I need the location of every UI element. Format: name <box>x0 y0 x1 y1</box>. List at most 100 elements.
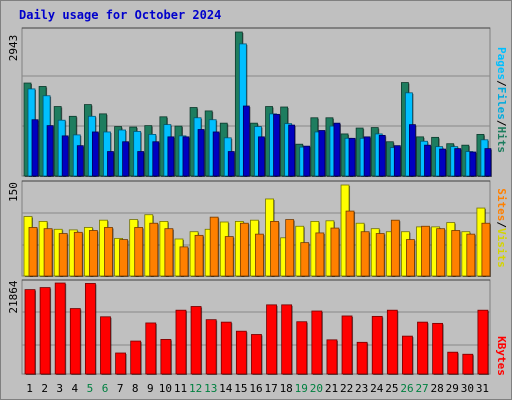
sites-bar-9 <box>149 222 159 277</box>
kbytes-bar-7 <box>115 352 126 375</box>
sites-bar-20 <box>315 232 325 277</box>
panel-2-max-label: 150 <box>7 182 20 202</box>
pages-bar-6 <box>107 151 114 177</box>
kbytes-bar-23 <box>356 341 368 375</box>
day-label-15: 15 <box>234 382 247 395</box>
legend-hits-files-pages-part: Files <box>495 87 508 120</box>
sites-bar-27 <box>421 225 430 277</box>
kbytes-bar-25 <box>386 309 398 375</box>
pages-bar-14 <box>227 151 235 177</box>
pages-bar-23 <box>363 136 371 177</box>
chart-title: Daily usage for October 2024 <box>19 8 222 22</box>
pages-bar-28 <box>439 148 447 177</box>
sites-bar-16 <box>255 233 264 277</box>
pages-bar-19 <box>303 145 311 177</box>
legend-visits-sites-part: / <box>495 221 508 228</box>
day-label-16: 16 <box>249 382 262 395</box>
kbytes-bar-20 <box>311 310 323 375</box>
kbytes-bar-3 <box>54 282 66 375</box>
day-label-6: 6 <box>102 382 109 395</box>
legend-visits-sites: Sites/Visits <box>495 188 508 268</box>
sites-bar-10 <box>164 228 174 277</box>
kbytes-bar-12 <box>190 306 202 375</box>
kbytes-bar-27 <box>417 321 428 375</box>
day-label-24: 24 <box>370 382 384 395</box>
sites-bar-7 <box>119 239 128 277</box>
sites-bar-2 <box>43 228 53 277</box>
legend-visits-sites-part: Visits <box>495 228 508 268</box>
kbytes-bar-15 <box>235 330 247 375</box>
kbytes-bar-14 <box>220 321 232 375</box>
sites-bar-31 <box>481 222 491 277</box>
day-label-19: 19 <box>295 382 308 395</box>
sites-bar-23 <box>360 231 370 277</box>
day-label-7: 7 <box>117 382 124 395</box>
day-label-18: 18 <box>280 382 293 395</box>
day-label-9: 9 <box>147 382 154 395</box>
sites-bar-5 <box>88 230 98 277</box>
kbytes-bar-6 <box>100 316 111 375</box>
kbytes-bar-21 <box>326 339 338 375</box>
day-label-27: 27 <box>415 382 428 395</box>
day-label-14: 14 <box>219 382 233 395</box>
pages-bar-10 <box>167 136 175 177</box>
pages-bar-25 <box>393 145 401 177</box>
day-label-21: 21 <box>325 382 338 395</box>
kbytes-bar-18 <box>281 304 293 375</box>
sites-bar-21 <box>330 227 340 277</box>
day-label-1: 1 <box>26 382 33 395</box>
day-label-22: 22 <box>340 382 353 395</box>
pages-bar-1 <box>31 119 39 177</box>
sites-bar-19 <box>300 242 310 277</box>
day-label-8: 8 <box>132 382 139 395</box>
kbytes-bar-22 <box>341 315 353 375</box>
legend-kbytes-part: KBytes <box>495 336 508 376</box>
pages-bar-20 <box>318 130 326 177</box>
kbytes-bar-4 <box>69 308 81 375</box>
sites-bar-8 <box>134 227 144 277</box>
sites-bar-3 <box>58 233 68 277</box>
kbytes-bar-9 <box>145 322 157 375</box>
pages-bar-18 <box>288 124 296 177</box>
legend-hits-files-pages-part: / <box>495 120 508 127</box>
pages-bar-7 <box>122 141 129 177</box>
pages-bar-3 <box>61 135 69 177</box>
kbytes-bar-13 <box>205 319 217 375</box>
legend-visits-sites-part: Sites <box>495 188 508 221</box>
day-label-5: 5 <box>87 382 94 395</box>
pages-bar-30 <box>469 151 477 177</box>
pages-bar-27 <box>424 144 431 177</box>
pages-bar-15 <box>242 105 250 177</box>
kbytes-bar-2 <box>39 287 51 375</box>
day-label-12: 12 <box>189 382 202 395</box>
sites-bar-26 <box>406 239 415 277</box>
sites-bar-30 <box>466 233 476 277</box>
kbytes-bar-31 <box>477 309 489 375</box>
day-label-28: 28 <box>431 382 444 395</box>
day-label-23: 23 <box>355 382 368 395</box>
kbytes-bar-17 <box>266 304 277 375</box>
kbytes-bar-11 <box>175 309 187 375</box>
sites-bar-29 <box>451 230 461 277</box>
pages-bar-16 <box>258 136 265 177</box>
kbytes-bar-28 <box>432 322 444 375</box>
pages-bar-24 <box>378 134 386 177</box>
sites-bar-18 <box>285 219 295 277</box>
sites-bar-11 <box>179 246 189 277</box>
pages-bar-12 <box>197 129 205 177</box>
sites-bar-28 <box>436 228 446 277</box>
legend-hits-files-pages-part: Pages <box>495 47 508 80</box>
kbytes-bar-19 <box>296 321 308 375</box>
pages-bar-13 <box>212 131 220 177</box>
sites-bar-17 <box>270 220 279 277</box>
pages-bar-2 <box>46 125 54 177</box>
pages-bar-4 <box>76 145 84 177</box>
kbytes-bar-1 <box>24 289 36 375</box>
day-label-4: 4 <box>72 382 79 395</box>
day-label-13: 13 <box>204 382 217 395</box>
sites-bar-13 <box>209 216 219 277</box>
kbytes-bar-8 <box>130 340 142 375</box>
day-label-2: 2 <box>41 382 48 395</box>
pages-bar-21 <box>333 122 341 177</box>
